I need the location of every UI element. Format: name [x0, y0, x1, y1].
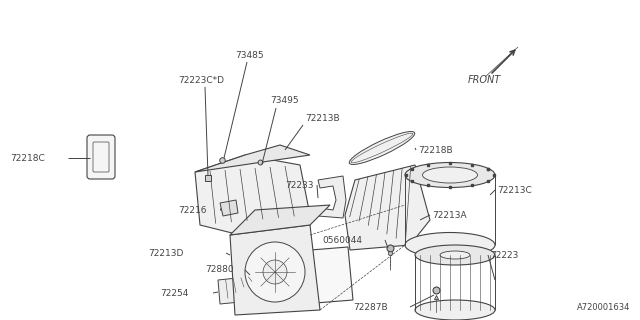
Ellipse shape — [405, 233, 495, 258]
Text: 72216: 72216 — [178, 205, 207, 214]
Polygon shape — [230, 205, 330, 235]
FancyBboxPatch shape — [93, 142, 109, 172]
Text: 72223C*D: 72223C*D — [178, 76, 224, 84]
Text: 72233: 72233 — [285, 180, 314, 189]
Text: A720001634: A720001634 — [577, 303, 630, 312]
Text: 73485: 73485 — [235, 51, 264, 60]
Circle shape — [245, 242, 305, 302]
Text: 72218C: 72218C — [10, 154, 45, 163]
Polygon shape — [195, 155, 310, 240]
Text: 72213D: 72213D — [148, 249, 184, 258]
Polygon shape — [345, 165, 430, 250]
Ellipse shape — [415, 300, 495, 320]
Text: 72213B: 72213B — [305, 114, 340, 123]
Text: FRONT: FRONT — [468, 75, 501, 85]
Text: 72287B: 72287B — [353, 302, 388, 311]
Ellipse shape — [440, 251, 470, 259]
Polygon shape — [230, 225, 320, 315]
Ellipse shape — [349, 132, 415, 164]
Text: 72254: 72254 — [160, 289, 188, 298]
Polygon shape — [318, 176, 346, 218]
Text: 72213A: 72213A — [432, 211, 467, 220]
Polygon shape — [218, 276, 260, 304]
Text: 73495: 73495 — [270, 95, 299, 105]
Ellipse shape — [405, 163, 495, 188]
Text: 72880: 72880 — [205, 266, 234, 275]
Text: 0560044: 0560044 — [322, 236, 362, 244]
Ellipse shape — [351, 133, 413, 163]
Ellipse shape — [415, 245, 495, 265]
Polygon shape — [220, 200, 238, 216]
Polygon shape — [195, 145, 310, 172]
Circle shape — [263, 260, 287, 284]
Text: 72213C: 72213C — [497, 186, 532, 195]
Ellipse shape — [422, 167, 477, 183]
Polygon shape — [248, 247, 353, 308]
Text: 72218B: 72218B — [418, 146, 452, 155]
Text: 72223: 72223 — [490, 251, 518, 260]
FancyBboxPatch shape — [87, 135, 115, 179]
